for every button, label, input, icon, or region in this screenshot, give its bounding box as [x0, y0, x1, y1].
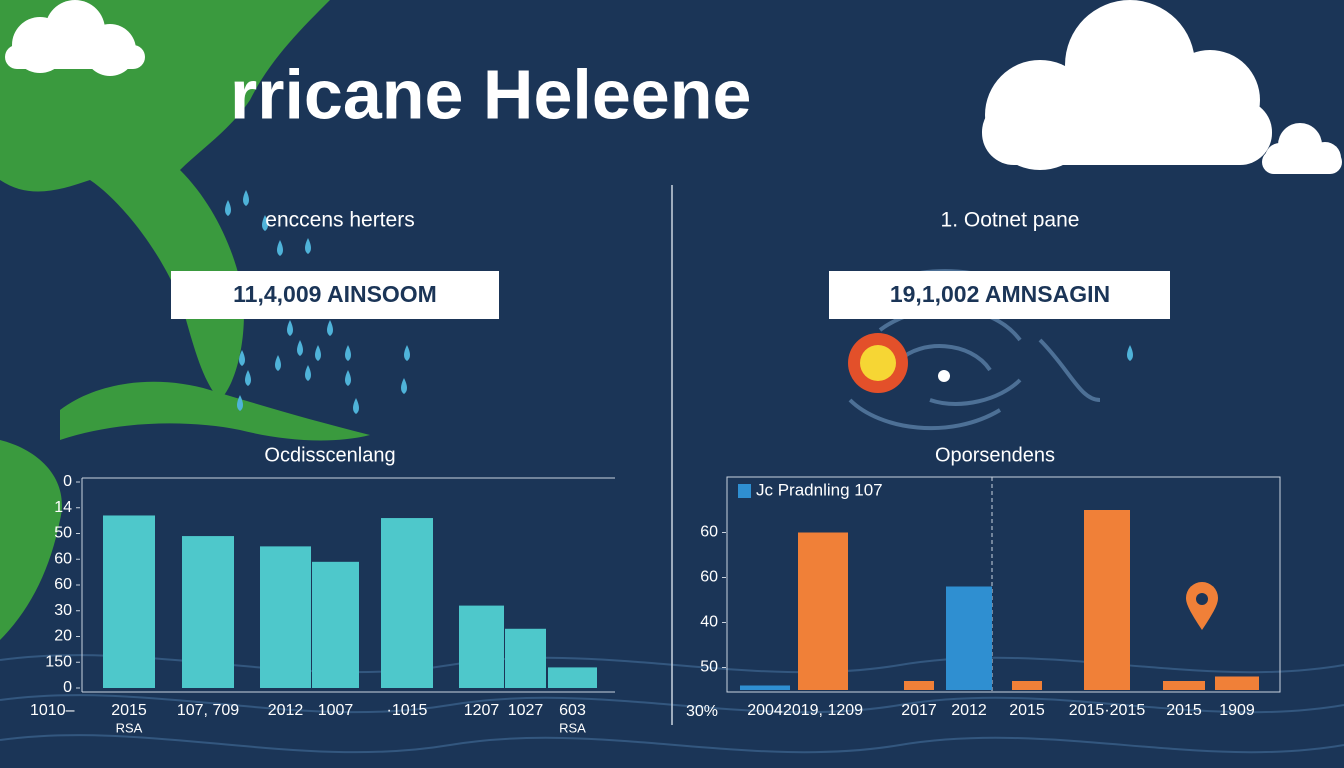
bar: [312, 561, 359, 688]
x-tick-label: 2015: [111, 702, 147, 719]
bar: [381, 518, 433, 688]
bar: [946, 586, 992, 690]
y-axis-note: 30%: [686, 703, 718, 720]
bar: [1163, 681, 1205, 690]
y-tick-label: 20: [54, 628, 72, 645]
x-axis-note: 1010–: [30, 702, 75, 719]
x-tick-note: RSA: [116, 720, 143, 735]
y-tick-label: 14: [54, 499, 72, 516]
bar: [1084, 510, 1130, 690]
y-tick-label: 0: [63, 679, 72, 696]
x-tick-label: 2019, 1209: [783, 702, 863, 719]
stat-box: [171, 271, 499, 319]
x-tick-label: 2015: [1009, 702, 1045, 719]
x-tick-label: 1007: [318, 702, 354, 719]
y-tick-label: 60: [700, 569, 718, 586]
x-tick-label: 2012: [268, 702, 304, 719]
stat-value: 19,1,002 AMNSAGIN: [890, 281, 1110, 307]
chart-title: Oporsendens: [935, 444, 1055, 466]
x-tick-label: 2012: [951, 702, 987, 719]
bar: [1215, 676, 1259, 690]
y-tick-label: 40: [700, 614, 718, 631]
bar: [459, 605, 504, 688]
y-tick-label: 150: [45, 653, 72, 670]
x-tick-label: 1027: [508, 702, 544, 719]
y-tick-label: 60: [700, 524, 718, 541]
panel-label: enccens herters: [265, 209, 414, 232]
y-tick-label: 50: [54, 525, 72, 542]
y-tick-label: 30: [54, 602, 72, 619]
page-title: rricane Heleene: [230, 55, 751, 133]
panel-label: 1. Ootnet pane: [941, 209, 1080, 232]
bar: [798, 532, 848, 690]
x-tick-label: 1207: [464, 702, 500, 719]
stat-value: 11,4,009 AINSOOM: [233, 281, 437, 307]
x-tick-label: 2015·2015: [1069, 702, 1146, 719]
chart-frame: [726, 476, 1281, 693]
y-tick-label: 60: [54, 576, 72, 593]
x-tick-note: RSA: [559, 720, 586, 735]
x-tick-label: 603: [559, 702, 586, 719]
bar: [904, 681, 934, 690]
bar: [260, 546, 311, 688]
bar: [182, 536, 234, 688]
x-tick-label: ·1015: [387, 702, 428, 719]
legend-swatch: [738, 484, 751, 498]
stat-box: [829, 271, 1170, 319]
bar: [505, 628, 546, 688]
bar: [548, 667, 597, 688]
bar: [740, 685, 790, 690]
x-tick-label: 2004: [747, 702, 783, 719]
bar: [1012, 681, 1042, 690]
x-tick-label: 2017: [901, 702, 937, 719]
bar: [103, 515, 155, 688]
x-tick-label: 107, 709: [177, 702, 239, 719]
legend-label: Jc Pradnling 107: [756, 480, 883, 499]
y-tick-label: 0: [63, 473, 72, 490]
x-tick-label: 1909: [1219, 702, 1255, 719]
y-tick-label: 60: [54, 550, 72, 567]
y-tick-label: 50: [700, 659, 718, 676]
x-tick-label: 2015: [1166, 702, 1202, 719]
chart-title: Ocdisscenlang: [264, 444, 395, 466]
